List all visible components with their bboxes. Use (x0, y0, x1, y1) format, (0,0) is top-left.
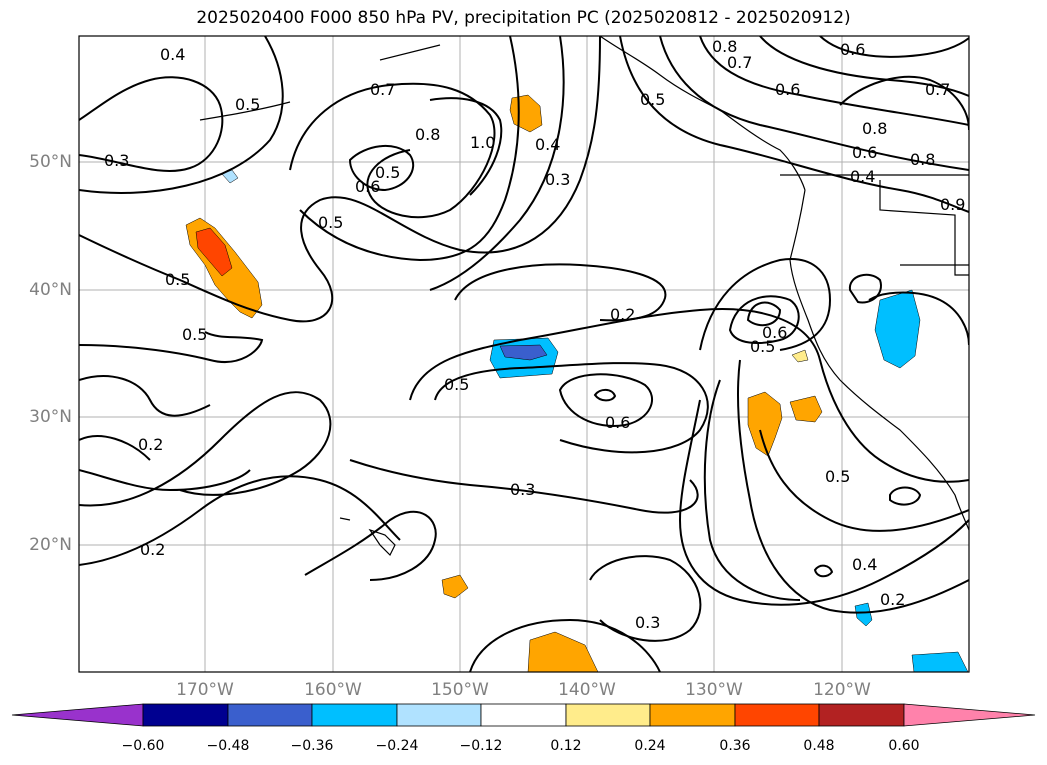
lon-label-120w: 120°W (813, 680, 871, 700)
contour-label: 0.3 (510, 480, 535, 499)
contour-label: 0.3 (104, 151, 129, 170)
colorbar-tick-label: 0.12 (550, 738, 582, 754)
contour-label: 0.9 (940, 195, 965, 214)
lon-label-170w: 170°W (176, 680, 234, 700)
lon-label-140w: 140°W (558, 680, 616, 700)
contour-label: 0.5 (444, 375, 469, 394)
contour-label: 1.0 (470, 133, 495, 152)
lon-label-150w: 150°W (431, 680, 489, 700)
colorbar-segment (649, 703, 736, 727)
contour-label: 0.2 (880, 590, 905, 609)
coastlines (199, 36, 969, 557)
contour-label: 0.6 (852, 143, 877, 162)
colorbar-max-extend (903, 703, 1036, 727)
precip-positive-region (509, 94, 543, 133)
colorbar-tick-label: −0.60 (121, 738, 165, 754)
contour-label: 0.5 (165, 270, 190, 289)
colorbar-tick-label: 0.36 (719, 738, 751, 754)
contour-label: 0.6 (355, 177, 380, 196)
pv-contours (79, 36, 969, 672)
contour-label: 0.4 (160, 45, 185, 64)
contour-label: 0.5 (375, 163, 400, 182)
contour-label: 0.4 (850, 167, 875, 186)
colorbar-tick-label: −0.24 (375, 738, 419, 754)
contour-label: 0.6 (605, 413, 630, 432)
contour-label: 0.6 (775, 80, 800, 99)
contour-label: 0.3 (635, 613, 660, 632)
contour-label: 0.8 (415, 125, 440, 144)
colorbar-tick-label: −0.48 (206, 738, 250, 754)
lat-label-50n: 50°N (29, 152, 72, 172)
contour-label: 0.6 (840, 40, 865, 59)
map-title: 2025020400 F000 850 hPa PV, precipitatio… (196, 8, 851, 28)
lat-label-30n: 30°N (29, 407, 72, 427)
precip-strong-region (195, 227, 233, 277)
colorbar-segment (227, 703, 313, 727)
contour-label: 0.5 (182, 325, 207, 344)
lon-label-130w: 130°W (685, 680, 743, 700)
contour-label: 0.8 (910, 150, 935, 169)
contour-label: 0.2 (610, 305, 635, 324)
colorbar-tick-label: −0.12 (459, 738, 503, 754)
contour-label: 0.5 (318, 213, 343, 232)
contour-label: 0.8 (712, 37, 737, 56)
colorbar-segment (142, 703, 229, 727)
precip-positive-region (789, 395, 823, 423)
contour-label: 0.4 (535, 135, 560, 154)
contour-label: 0.2 (138, 435, 163, 454)
colorbar-segment (480, 703, 567, 727)
precip-shading (185, 94, 969, 672)
plot-frame (78, 35, 970, 673)
contour-label: 0.7 (370, 80, 395, 99)
colorbar-tick-label: 0.60 (888, 738, 920, 754)
contour-label: 0.5 (825, 467, 850, 486)
contour-labels: 0.4 0.5 0.7 0.8 1.0 0.4 0.3 0.5 0.6 0.3 … (104, 37, 965, 632)
precip-strong-negative-region (499, 344, 548, 361)
colorbar-min-extend (11, 703, 144, 727)
colorbar-segment (818, 703, 905, 727)
precip-positive-region (441, 574, 469, 599)
lon-label-160w: 160°W (304, 680, 362, 700)
lat-label-40n: 40°N (29, 280, 72, 300)
contour-label: 0.7 (925, 80, 950, 99)
contour-label: 0.5 (235, 95, 260, 114)
colorbar (11, 703, 1036, 727)
colorbar-segment (734, 703, 820, 727)
colorbar-segment (396, 703, 482, 727)
colorbar-segment (565, 703, 651, 727)
contour-label: 0.7 (727, 53, 752, 72)
colorbar-tick-label: 0.24 (634, 738, 666, 754)
precip-negative-region (911, 651, 969, 672)
contour-label: 0.2 (140, 540, 165, 559)
plot-area (79, 36, 969, 672)
precip-positive-region (747, 391, 783, 457)
colorbar-tick-label: 0.48 (803, 738, 835, 754)
colorbar-segment (311, 703, 398, 727)
lat-label-20n: 20°N (29, 535, 72, 555)
precip-negative-region (854, 602, 873, 627)
colorbar-tick-label: −0.36 (290, 738, 334, 754)
contour-label: 0.3 (545, 170, 570, 189)
precip-negative-region (874, 289, 921, 369)
contour-label: 0.4 (852, 555, 877, 574)
precip-positive-region (527, 631, 599, 672)
precip-light-positive-region (791, 349, 809, 363)
contour-label: 0.5 (640, 90, 665, 109)
contour-label: 0.8 (862, 119, 887, 138)
contour-label: 0.6 (762, 323, 787, 342)
contour-label: 0.5 (750, 337, 775, 356)
gridlines (79, 36, 969, 672)
